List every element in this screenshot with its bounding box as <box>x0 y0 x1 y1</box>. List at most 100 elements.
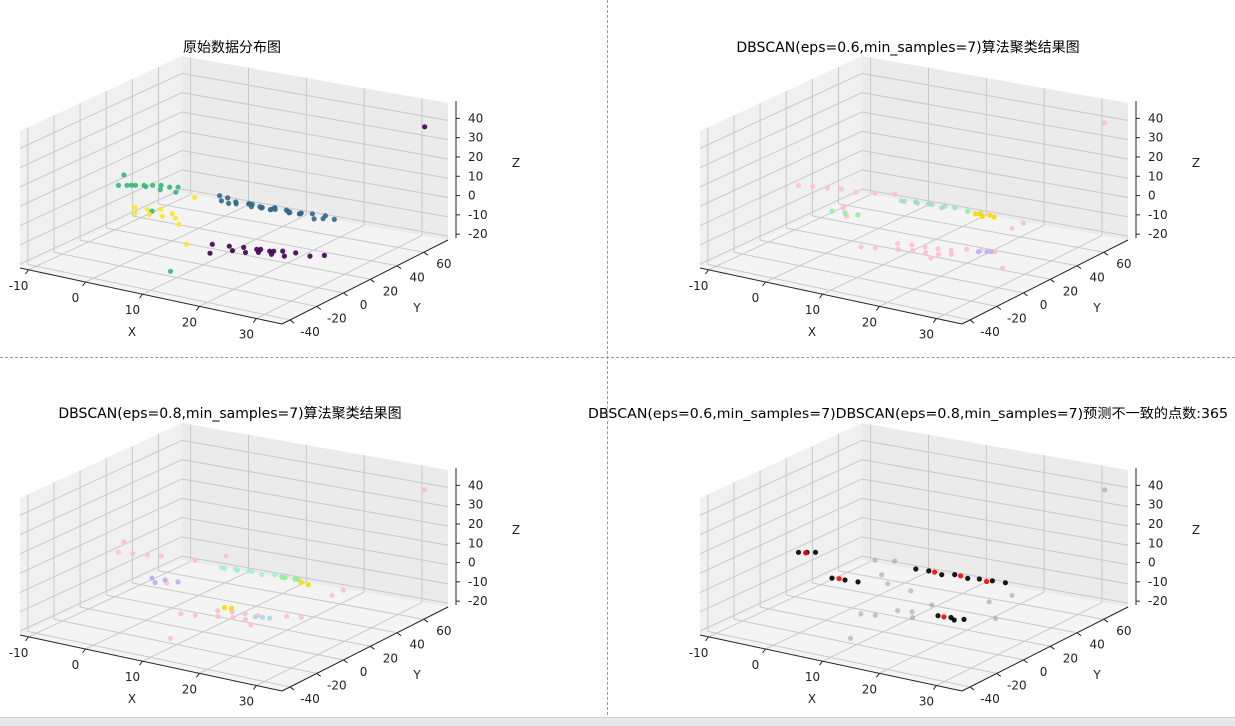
x-tick <box>139 660 143 666</box>
z-axis-label: Z <box>1192 523 1200 537</box>
y-tick <box>343 659 348 664</box>
grid-line <box>28 194 191 271</box>
grid-line <box>733 618 997 674</box>
y-tick <box>1076 265 1082 270</box>
x-tick-label: 30 <box>239 695 254 709</box>
grid-line <box>19 439 449 516</box>
z-tick-label: 10 <box>468 169 483 183</box>
data-point <box>986 599 992 605</box>
data-point <box>249 568 255 574</box>
x-axis-line <box>19 267 283 325</box>
axes-group: -10 0 10 20 30 -40 -20 0 20 40 60 -20 -10 0 10 20 30 40 X Y… <box>9 423 520 709</box>
data-point <box>167 268 174 274</box>
data-point <box>895 241 901 247</box>
data-point <box>941 614 947 620</box>
grid-line <box>838 570 1104 620</box>
data-point <box>259 572 265 578</box>
data-point <box>268 206 274 212</box>
data-point <box>234 567 241 573</box>
data-point <box>988 249 994 255</box>
axes-3d: -10 0 10 20 30 -40 -20 0 20 40 60 -20 -10 0 10 20 30 40 X Y… <box>689 56 1200 342</box>
x-tick-label: 0 <box>752 658 760 672</box>
grid-line <box>786 227 1051 280</box>
y-axis-label: Y <box>1092 668 1101 682</box>
y-tick-label: -40 <box>300 325 320 339</box>
data-point <box>252 614 258 620</box>
data-point <box>167 635 174 641</box>
y-tick <box>396 265 402 270</box>
z-tick-label: -20 <box>1148 594 1168 608</box>
x-tick <box>196 306 200 311</box>
grid-line <box>699 478 1129 555</box>
z-tick-label: -20 <box>468 594 488 608</box>
panel-dbscan-eps-06: DBSCAN(eps=0.6,min_samples=7)算法聚类结果图 -10… <box>689 40 1200 342</box>
y-axis-label: Y <box>1092 301 1101 315</box>
x-tick <box>252 318 257 323</box>
data-point <box>1009 225 1015 231</box>
data-point <box>293 250 299 256</box>
x-tick-label: 30 <box>919 328 934 342</box>
data-point <box>249 201 255 207</box>
data-point <box>1102 487 1108 493</box>
data-point <box>913 566 919 572</box>
data-point <box>221 565 228 571</box>
data-point <box>259 614 266 621</box>
data-point <box>952 572 958 578</box>
x-axis-label: X <box>808 692 816 706</box>
data-point <box>908 588 914 594</box>
data-point <box>309 211 315 217</box>
y-tick <box>1050 278 1055 283</box>
data-point <box>965 575 971 581</box>
y-tick <box>370 645 375 650</box>
data-point <box>836 576 842 582</box>
data-point <box>121 539 127 545</box>
y-tick <box>1103 618 1109 623</box>
y-tick <box>423 618 429 623</box>
pane-left <box>700 423 862 635</box>
data-point <box>183 241 189 247</box>
data-point <box>972 211 978 217</box>
data-point <box>948 247 954 254</box>
grid-line <box>53 251 317 307</box>
grid-line <box>699 439 1129 516</box>
data-point <box>992 616 998 622</box>
series <box>795 120 1108 271</box>
grid-line <box>19 72 449 149</box>
grid-line <box>158 570 424 620</box>
data-point <box>858 611 864 617</box>
data-point <box>226 200 232 206</box>
z-tick-label: 10 <box>1148 536 1163 550</box>
data-point <box>1002 580 1008 586</box>
data-point <box>895 246 901 252</box>
x-tick <box>82 281 86 287</box>
data-point <box>121 172 127 178</box>
data-point <box>207 250 213 256</box>
z-tick-label: -10 <box>468 575 488 589</box>
x-axis-label: X <box>808 325 816 339</box>
axes-3d: -10 0 10 20 30 -40 -20 0 20 40 60 -20 -10 0 10 20 30 40 X Y… <box>689 423 1200 709</box>
data-point <box>209 241 215 247</box>
y-tick-label: -40 <box>980 325 1000 339</box>
data-point <box>178 611 184 617</box>
x-tick-label: 10 <box>805 303 820 317</box>
y-tick-label: -40 <box>300 692 320 706</box>
grid-line <box>19 536 449 613</box>
y-tick-label: -40 <box>980 692 1000 706</box>
data-point <box>932 569 938 575</box>
data-point <box>215 613 221 619</box>
x-tick <box>876 673 880 678</box>
grid-line <box>106 594 371 647</box>
axes-group: -10 0 10 20 30 -40 -20 0 20 40 60 -20 -10 0 10 20 30 40 X Y… <box>9 56 520 342</box>
y-tick <box>423 251 429 256</box>
data-point <box>909 609 915 615</box>
y-tick-label: 20 <box>1063 284 1078 298</box>
series <box>898 198 958 211</box>
z-tick-label: 40 <box>1148 111 1163 125</box>
grid-line <box>699 517 1129 594</box>
y-tick <box>969 319 975 324</box>
data-point <box>829 208 835 214</box>
y-tick-label: -20 <box>1007 678 1027 692</box>
data-point <box>115 549 122 555</box>
pane-left <box>20 423 182 635</box>
data-point <box>812 549 819 555</box>
